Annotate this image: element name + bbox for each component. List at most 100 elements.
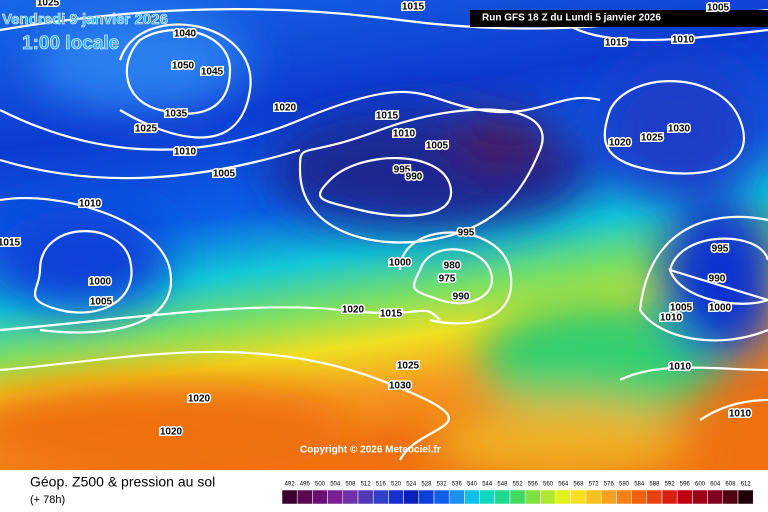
scale-label: 576 (604, 482, 615, 488)
isobar-label: 1010 (672, 35, 695, 46)
scale-label: 596 (680, 482, 691, 488)
scale-swatch (509, 489, 526, 505)
scale-label: 564 (558, 482, 569, 488)
scale-swatch (646, 489, 663, 505)
scale-label: 572 (589, 482, 600, 488)
valid-date: Vendredi 9 janvier 2026 (2, 11, 168, 28)
isobar-label: 995 (458, 228, 475, 239)
isobars (0, 7, 768, 461)
isobar-label: 990 (453, 292, 470, 303)
scale-swatch (296, 489, 313, 505)
scale-label: 600 (695, 482, 706, 488)
isobar-label: 1020 (160, 427, 183, 438)
isobar-label: 1035 (165, 109, 188, 120)
isobar-label: 995 (712, 244, 729, 255)
isobar-label: 1015 (0, 238, 21, 249)
isobar-label: 1045 (201, 67, 224, 78)
scale-label: 496 (300, 482, 311, 488)
isobar-label: 1015 (380, 309, 403, 320)
scale-label: 528 (421, 482, 432, 488)
isobar-label: 1000 (389, 258, 412, 269)
scale-label: 492 (285, 482, 296, 488)
isobar-label: 1025 (397, 361, 420, 372)
scale-swatch (524, 489, 541, 505)
scale-swatch (570, 489, 587, 505)
scale-swatch (540, 489, 556, 505)
scale-label: 516 (376, 482, 387, 488)
isobar-labels: 1015 1025 1040 1050 1045 1035 1025 1010 1020 1015… (0, 0, 753, 439)
isobar-label: 980 (444, 261, 461, 272)
scale-label: 560 (543, 482, 554, 488)
isobar-label: 1020 (274, 103, 297, 114)
scale-label: 520 (391, 482, 402, 488)
scale-label: 532 (437, 482, 448, 488)
scale-swatch (555, 489, 572, 505)
scale-swatch (388, 489, 404, 505)
scale-label: 508 (345, 482, 356, 488)
scale-swatch (448, 489, 465, 505)
isobar-label: 990 (406, 172, 423, 183)
scale-swatch (616, 489, 632, 505)
scale-label: 500 (315, 482, 326, 488)
scale-swatch (661, 489, 678, 505)
scale-swatch (372, 489, 389, 505)
scale-swatch (418, 489, 435, 505)
scale-label: 548 (497, 482, 508, 488)
isobar-label: 1025 (135, 124, 158, 135)
isobar-label: 1005 (426, 141, 449, 152)
scale-label: 608 (725, 482, 736, 488)
scale-swatch (403, 489, 420, 505)
isobar-label: 1050 (172, 61, 195, 72)
scale-swatch (585, 489, 602, 505)
scale-label: 556 (528, 482, 539, 488)
isobar-label: 1040 (174, 29, 197, 40)
field (0, 0, 768, 480)
run-banner (470, 10, 768, 27)
scale-swatch (281, 489, 298, 505)
scale-swatch (494, 489, 511, 505)
isobar-label: 1020 (342, 305, 365, 316)
isobar-label: 1010 (660, 313, 683, 324)
isobar-label: 1010 (393, 129, 416, 140)
scale-swatch (737, 489, 754, 505)
isobar-label: 975 (439, 274, 456, 285)
isobar-label: 1030 (668, 124, 691, 135)
scale-label: 536 (452, 482, 463, 488)
scale-swatch (722, 489, 739, 505)
isobar-label: 1020 (609, 138, 632, 149)
scale-swatch (357, 489, 374, 505)
scale-label: 584 (634, 482, 645, 488)
run-info: Run GFS 18 Z du Lundi 5 janvier 2026 (482, 13, 661, 24)
scale-label: 512 (361, 482, 372, 488)
isobar-label: 1015 (605, 38, 628, 49)
scale-swatch (692, 489, 708, 505)
scale-label: 540 (467, 482, 478, 488)
scale-swatch (600, 489, 617, 505)
isobar-label: 1025 (641, 133, 664, 144)
scale-label: 588 (649, 482, 660, 488)
scale-swatch (433, 489, 450, 505)
local-time: 1:00 locale (22, 33, 119, 54)
copyright: Copyright © 2026 Meteociel.fr (300, 445, 441, 456)
isobar-label: 1010 (729, 409, 752, 420)
isobar-label: 1015 (402, 2, 425, 13)
scale-label: 592 (665, 482, 676, 488)
isobar-label: 1005 (707, 3, 730, 14)
isobar-label: 1025 (37, 0, 60, 9)
scale-label: 604 (710, 482, 721, 488)
isobar-label: 1020 (188, 394, 211, 405)
scale-label: 504 (330, 482, 341, 488)
scale-swatch (464, 489, 480, 505)
lead-time: (+ 78h) (30, 494, 65, 506)
scale-label: 524 (406, 482, 417, 488)
isobar-label: 1030 (389, 381, 412, 392)
scale-swatch (312, 489, 328, 505)
isobar-label: 1015 (376, 111, 399, 122)
scale-label: 544 (482, 482, 493, 488)
isobar-label: 1005 (670, 303, 693, 314)
scale-label: 568 (573, 482, 584, 488)
scale-swatch (676, 489, 693, 505)
scale-swatch (327, 489, 344, 505)
isobar-label: 990 (709, 274, 726, 285)
